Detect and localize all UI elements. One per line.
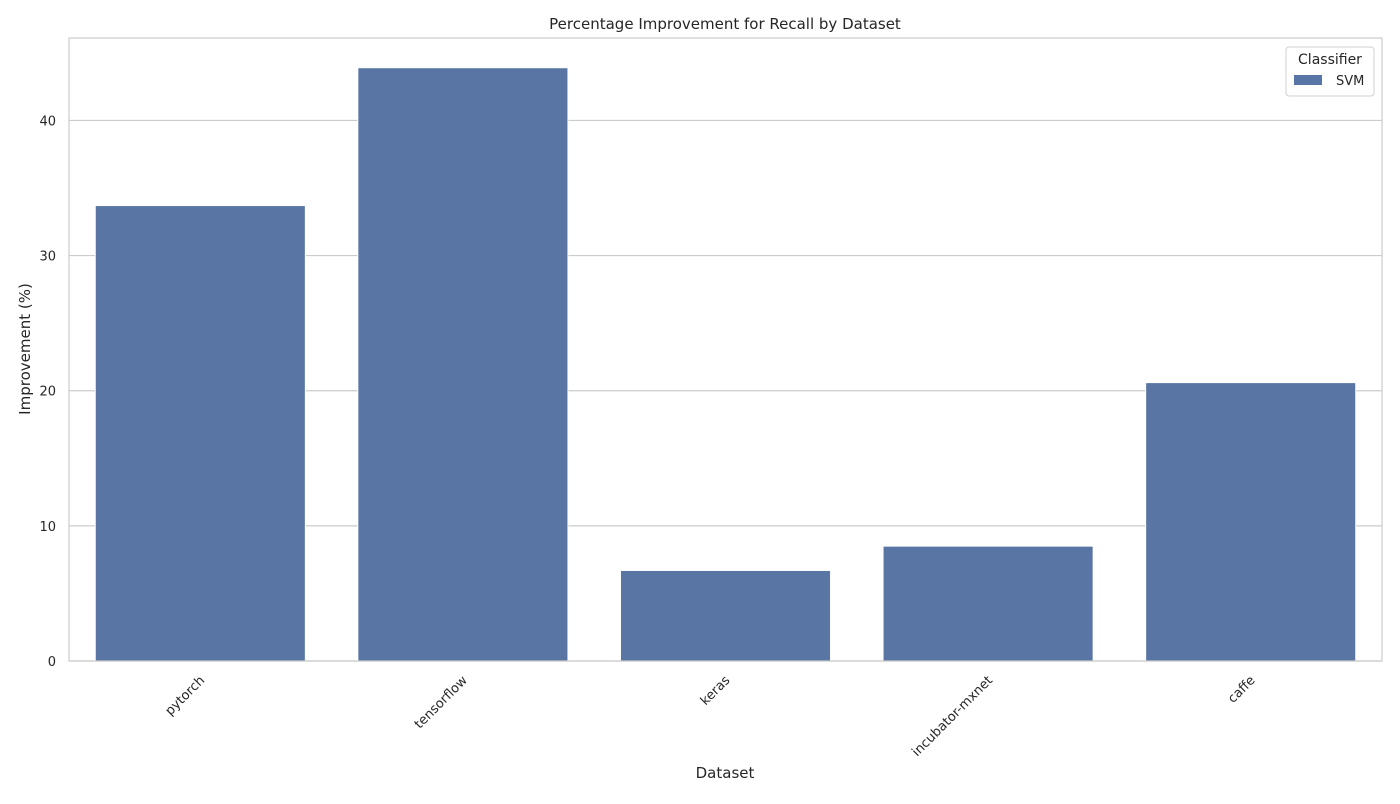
plot-frame [68, 37, 1383, 662]
legend: Classifier SVM [1285, 46, 1375, 97]
x-tick-label: keras [698, 673, 734, 709]
y-tick-label: 30 [39, 250, 56, 265]
legend-swatch-svm [1294, 75, 1322, 85]
x-tick-label: pytorch [163, 673, 209, 719]
bar-incubator-mxnet [882, 545, 1094, 662]
y-axis-ticks: 0 10 20 30 40 [39, 114, 56, 670]
bar-caffe [1145, 382, 1357, 662]
bar-keras [619, 569, 832, 662]
x-tick-label: tensorflow [412, 673, 471, 732]
bar-tensorflow [357, 67, 569, 662]
y-tick-label: 20 [39, 385, 56, 400]
bars [94, 67, 1357, 662]
legend-title: Classifier [1298, 52, 1362, 68]
y-tick-label: 0 [48, 655, 56, 670]
y-tick-label: 40 [39, 114, 56, 129]
legend-label-svm: SVM [1336, 74, 1364, 89]
x-tick-label: caffe [1225, 673, 1258, 706]
x-axis-label: Dataset [696, 764, 755, 782]
y-axis-label: Improvement (%) [16, 283, 34, 415]
bar-pytorch [94, 205, 306, 662]
x-tick-label: incubator-mxnet [909, 673, 996, 760]
y-tick-label: 10 [39, 520, 56, 535]
x-axis-ticks: pytorch tensorflow keras incubator-mxnet caf… [163, 673, 1259, 760]
chart-title: Percentage Improvement for Recall by Dat… [549, 15, 901, 33]
